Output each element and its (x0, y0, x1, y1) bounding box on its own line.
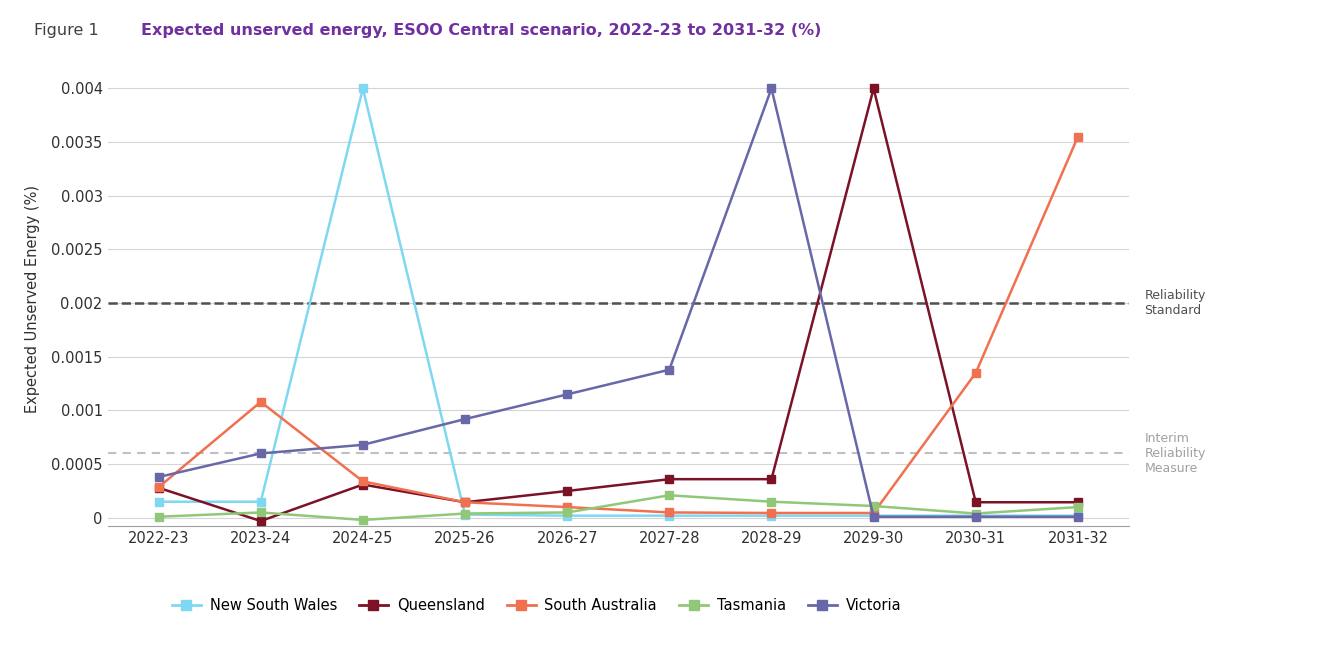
Line: New South Wales: New South Wales (155, 84, 1082, 520)
Victoria (151, 473, 167, 481)
Queensland (559, 487, 575, 495)
South Australia (968, 369, 984, 377)
Line: South Australia: South Australia (155, 133, 1082, 517)
Queensland (355, 480, 371, 488)
New South Wales (661, 512, 677, 520)
Queensland (661, 475, 677, 483)
Victoria (253, 449, 269, 457)
New South Wales (559, 512, 575, 520)
Line: Queensland: Queensland (155, 84, 1082, 525)
Victoria (763, 84, 780, 92)
Tasmania (968, 509, 984, 517)
South Australia (355, 477, 371, 485)
Text: Figure 1: Figure 1 (34, 23, 98, 38)
New South Wales (253, 497, 269, 505)
Victoria (559, 390, 575, 398)
Y-axis label: Expected Unserved Energy (%): Expected Unserved Energy (%) (26, 186, 40, 413)
Victoria (355, 441, 371, 449)
Queensland (1070, 498, 1086, 506)
New South Wales (457, 511, 473, 519)
Tasmania (1070, 503, 1086, 511)
Tasmania (355, 516, 371, 524)
Victoria (457, 415, 473, 423)
New South Wales (968, 512, 984, 520)
Tasmania (253, 509, 269, 517)
South Australia (763, 509, 780, 517)
Tasmania (559, 509, 575, 517)
Queensland (253, 517, 269, 525)
South Australia (559, 503, 575, 511)
South Australia (661, 509, 677, 517)
Line: Victoria: Victoria (155, 84, 1082, 521)
Tasmania (763, 497, 780, 505)
South Australia (457, 498, 473, 506)
Text: Reliability
Standard: Reliability Standard (1144, 289, 1206, 317)
Line: Tasmania: Tasmania (155, 491, 1082, 524)
Queensland (866, 84, 882, 92)
Queensland (151, 484, 167, 492)
New South Wales (151, 497, 167, 505)
Tasmania (457, 509, 473, 517)
South Australia (253, 398, 269, 406)
Victoria (1070, 513, 1086, 520)
South Australia (151, 483, 167, 491)
Tasmania (866, 502, 882, 510)
Queensland (763, 475, 780, 483)
Victoria (968, 513, 984, 520)
New South Wales (866, 512, 882, 520)
Text: Interim
Reliability
Measure: Interim Reliability Measure (1144, 432, 1206, 475)
Legend: New South Wales, Queensland, South Australia, Tasmania, Victoria: New South Wales, Queensland, South Austr… (165, 592, 907, 619)
Queensland (968, 498, 984, 506)
New South Wales (763, 512, 780, 520)
Text: Expected unserved energy, ESOO Central scenario, 2022-23 to 2031-32 (%): Expected unserved energy, ESOO Central s… (141, 23, 821, 38)
Tasmania (661, 492, 677, 499)
South Australia (1070, 133, 1086, 141)
New South Wales (355, 84, 371, 92)
South Australia (866, 509, 882, 517)
Tasmania (151, 513, 167, 520)
New South Wales (1070, 512, 1086, 520)
Victoria (661, 366, 677, 374)
Queensland (457, 498, 473, 506)
Victoria (866, 513, 882, 520)
